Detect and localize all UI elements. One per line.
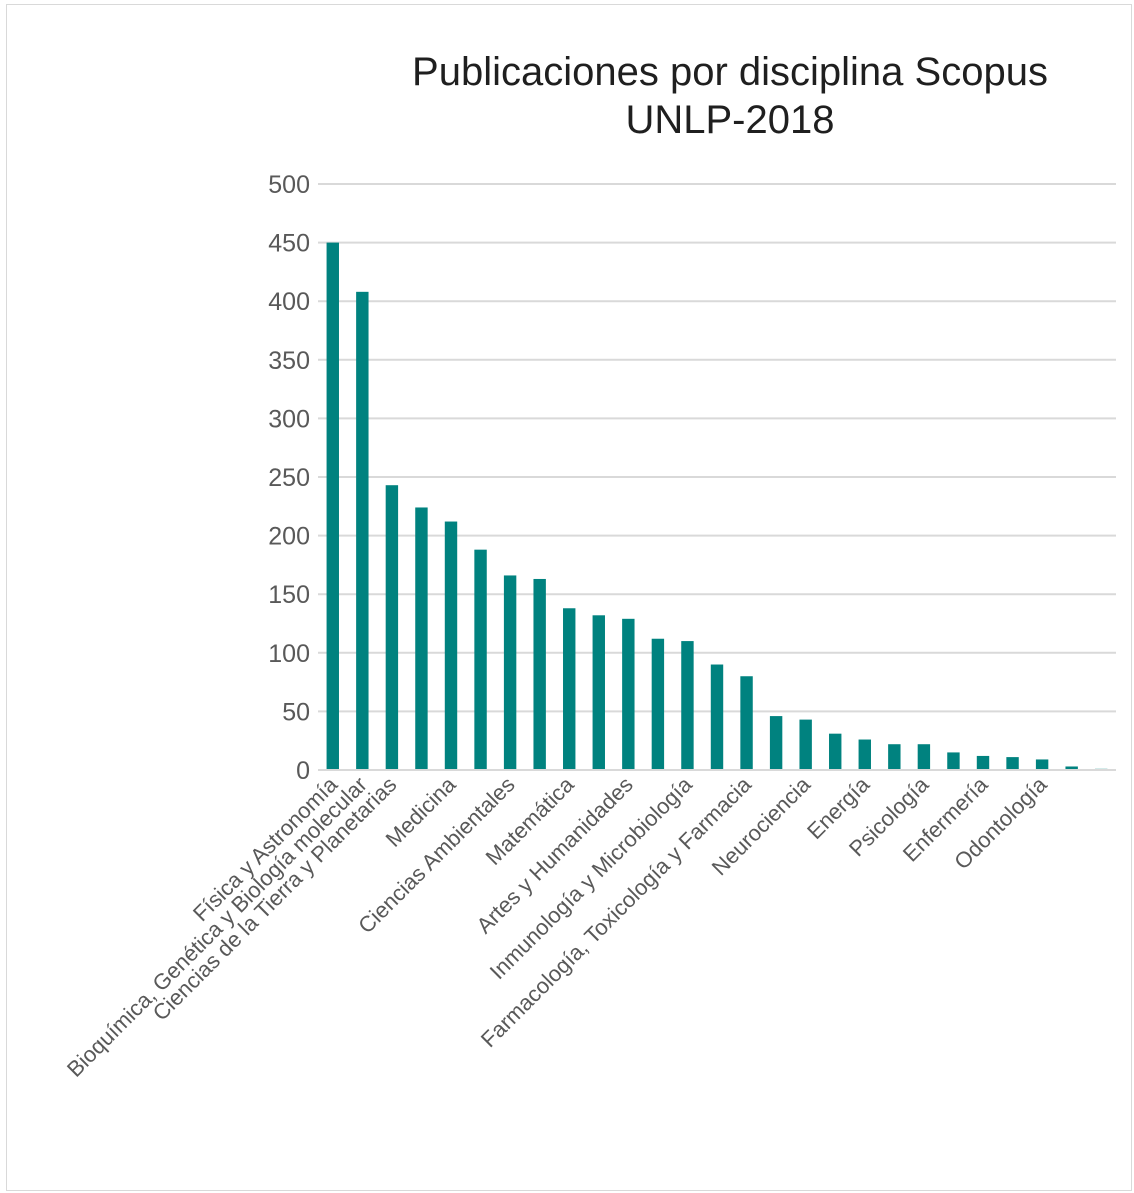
bar-1 [326, 242, 339, 771]
bar-19 [858, 739, 871, 770]
x-category-label-3: Ciencias de la Tierra y Planetarias [148, 772, 402, 1026]
bar-6 [474, 549, 487, 770]
bar-10 [592, 615, 605, 770]
y-tick-label-350: 350 [268, 347, 310, 375]
bar-11 [622, 618, 635, 770]
bar-15 [740, 676, 753, 770]
bar-4 [415, 507, 428, 770]
bar-3 [385, 485, 399, 770]
bar-16 [769, 716, 783, 770]
bars [326, 242, 1108, 771]
bar-18 [829, 733, 842, 770]
bar-22 [947, 752, 960, 770]
bar-5 [444, 521, 458, 770]
x-category-label-2: Bioquímica, Genética y Biología molecula… [62, 772, 372, 1082]
bar-8 [533, 578, 546, 770]
bar-21 [917, 744, 931, 770]
y-tick-label-300: 300 [268, 405, 310, 433]
bar-12 [651, 638, 665, 770]
bar-13 [681, 641, 694, 770]
y-tick-label-500: 500 [268, 171, 310, 199]
bar-26 [1065, 766, 1078, 770]
y-tick-label-400: 400 [268, 288, 310, 316]
chart-title-line-1: Publicaciones por disciplina Scopus [412, 50, 1048, 94]
y-tick-label-450: 450 [268, 230, 310, 258]
bar-9 [563, 608, 576, 770]
chart-title: Publicaciones por disciplina Scopus UNLP… [330, 48, 1130, 144]
y-axis-tick-labels: 0 50 100 150 200 250 300 350 400 450 500 [268, 171, 310, 785]
bar-2 [356, 291, 369, 770]
bar-14 [710, 664, 724, 770]
x-category-label-15: Farmacología, Toxicología y Farmacia [476, 771, 757, 1052]
chart-title-line-2: UNLP-2018 [625, 98, 835, 142]
y-tick-label-0: 0 [296, 757, 310, 785]
bar-25 [1035, 759, 1049, 770]
bar-24 [1006, 757, 1019, 770]
y-tick-label-50: 50 [282, 698, 310, 726]
y-tick-label-150: 150 [268, 581, 310, 609]
y-tick-label-200: 200 [268, 523, 310, 551]
bar-17 [799, 719, 812, 770]
bar-20 [888, 744, 901, 770]
y-tick-label-250: 250 [268, 464, 310, 492]
bar-7 [503, 575, 517, 770]
chart-frame [6, 4, 1132, 1191]
bar-23 [976, 755, 990, 770]
y-tick-label-100: 100 [268, 640, 310, 668]
